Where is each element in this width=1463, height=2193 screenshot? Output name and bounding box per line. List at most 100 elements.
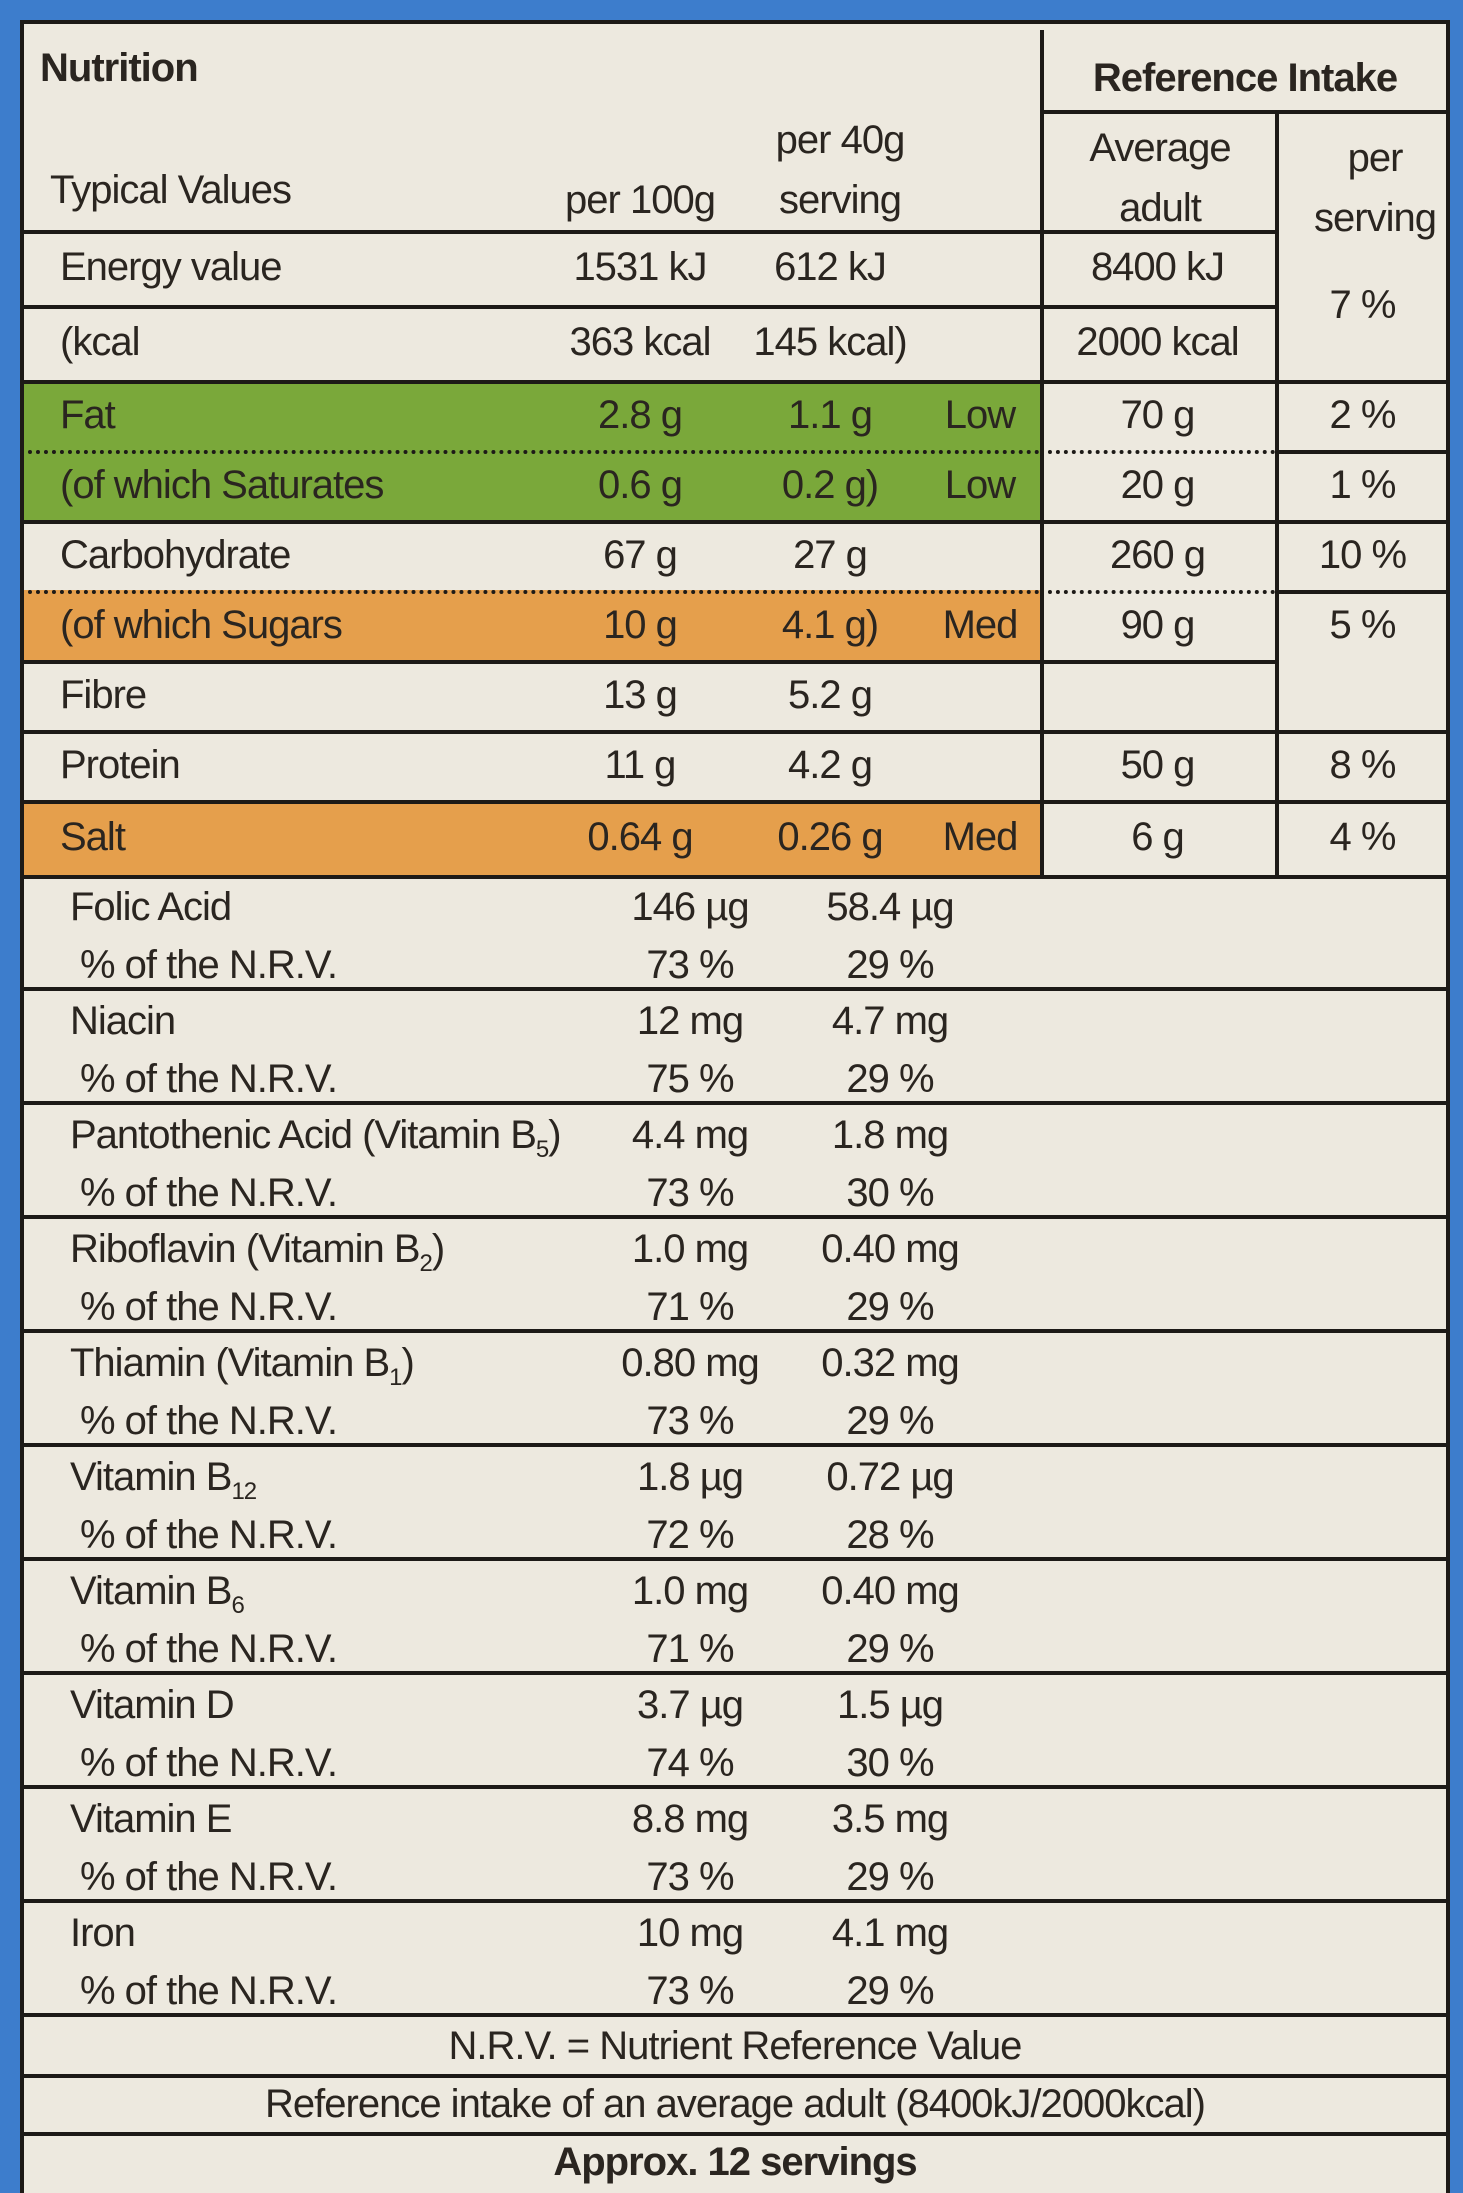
nrv-label: % of the N.R.V. bbox=[80, 1969, 338, 2013]
nrv-per-serving: 29 % bbox=[846, 1399, 934, 1443]
per-100g: 10 g bbox=[603, 603, 678, 647]
rule bbox=[20, 987, 1450, 991]
subscript: 12 bbox=[231, 1478, 257, 1505]
traffic-light-band bbox=[20, 450, 1040, 520]
rule bbox=[1446, 20, 1450, 2193]
per-100g: 10 mg bbox=[636, 1911, 744, 1955]
subscript: 6 bbox=[231, 1592, 244, 1619]
column-head: per 100g bbox=[565, 178, 716, 222]
rule bbox=[1040, 230, 1275, 234]
rule bbox=[1275, 800, 1450, 804]
rule bbox=[1275, 520, 1450, 524]
rule bbox=[20, 660, 1040, 664]
nrv-per-100g: 73 % bbox=[646, 1969, 734, 2013]
rule bbox=[20, 1557, 1450, 1561]
per-100g: 13 g bbox=[603, 673, 678, 717]
traffic-light-band bbox=[20, 590, 1040, 660]
rule bbox=[1040, 800, 1275, 804]
reference-intake: 6 g bbox=[1131, 815, 1185, 859]
reference-intake: 2000 kcal bbox=[1076, 320, 1239, 364]
traffic-light-band bbox=[20, 380, 1040, 450]
subscript: 1 bbox=[389, 1364, 402, 1391]
column-head: Average adult bbox=[1089, 126, 1231, 230]
per-serving: 4.1 g) bbox=[781, 603, 879, 647]
rule bbox=[1040, 660, 1275, 664]
reference-intake: 260 g bbox=[1109, 533, 1206, 577]
per-100g: 0.6 g bbox=[598, 463, 683, 507]
per-100g: 1.0 mg bbox=[631, 1569, 749, 1613]
rule bbox=[20, 305, 1040, 309]
nrv-label: % of the N.R.V. bbox=[80, 1171, 338, 1215]
vitamin-name: Vitamin D bbox=[70, 1677, 235, 1733]
rule bbox=[20, 875, 1450, 879]
rule bbox=[20, 1329, 1450, 1333]
level: Low bbox=[944, 393, 1016, 437]
rule bbox=[20, 1101, 1450, 1105]
per-serving: 0.32 mg bbox=[821, 1341, 960, 1385]
per-serving: 1.1 g bbox=[788, 393, 873, 437]
per-100g: 4.4 mg bbox=[631, 1113, 749, 1157]
per-100g: 363 kcal bbox=[569, 320, 712, 364]
vitamin-name-part: Folic Acid bbox=[70, 885, 232, 929]
nutrient-label: (of which Sugars bbox=[60, 603, 343, 647]
reference-intake: 8400 kJ bbox=[1090, 245, 1225, 289]
per-serving: 1.8 mg bbox=[831, 1113, 949, 1157]
subscript: 5 bbox=[535, 1136, 549, 1163]
vitamin-name: Folic Acid bbox=[70, 879, 232, 935]
nrv-per-100g: 74 % bbox=[646, 1741, 734, 1785]
vitamin-name-part: Vitamin B bbox=[70, 1569, 232, 1613]
rule bbox=[20, 1899, 1450, 1903]
vitamin-name: Niacin bbox=[70, 993, 176, 1049]
nutrient-label: Salt bbox=[60, 815, 126, 859]
vitamin-name-part: Iron bbox=[70, 1911, 136, 1955]
nutrient-label: Carbohydrate bbox=[60, 533, 291, 577]
vitamin-name-part: Vitamin E bbox=[70, 1797, 232, 1841]
nrv-per-100g: 71 % bbox=[646, 1627, 734, 1671]
ri-percent: 4 % bbox=[1329, 815, 1397, 859]
reference-intake: 70 g bbox=[1120, 393, 1196, 437]
vitamin-name: Pantothenic Acid (Vitamin B5) bbox=[70, 1107, 562, 1178]
nrv-per-serving: 29 % bbox=[846, 1627, 934, 1671]
nutrient-label: Fibre bbox=[60, 673, 147, 717]
vitamin-name-part: Niacin bbox=[70, 999, 176, 1043]
rule bbox=[20, 380, 1040, 384]
level: Med bbox=[942, 815, 1019, 859]
vitamin-name-part: Thiamin (Vitamin B bbox=[70, 1341, 390, 1385]
ri-percent: 2 % bbox=[1329, 393, 1397, 437]
nutrient-label: Energy value bbox=[60, 245, 282, 289]
rule bbox=[20, 520, 1040, 524]
nrv-per-100g: 72 % bbox=[646, 1513, 734, 1557]
per-serving: 27 g bbox=[793, 533, 868, 577]
per-100g: 3.7 µg bbox=[636, 1683, 744, 1727]
reference-intake: 50 g bbox=[1120, 743, 1196, 787]
rule bbox=[1040, 305, 1275, 309]
nrv-per-serving: 29 % bbox=[846, 1969, 934, 2013]
rule bbox=[1040, 110, 1450, 114]
traffic-light-band bbox=[20, 800, 1040, 875]
rule bbox=[1040, 520, 1275, 524]
per-serving: 0.40 mg bbox=[821, 1569, 960, 1613]
nrv-label: % of the N.R.V. bbox=[80, 1855, 338, 1899]
nrv-per-serving: 28 % bbox=[846, 1513, 934, 1557]
level: Med bbox=[942, 603, 1019, 647]
per-serving: 3.5 mg bbox=[831, 1797, 949, 1841]
per-100g: 11 g bbox=[604, 743, 677, 787]
column-head: Typical Values bbox=[50, 168, 292, 212]
vitamin-name: Vitamin E bbox=[70, 1791, 232, 1847]
rule bbox=[20, 2074, 1450, 2078]
reference-intake: 90 g bbox=[1120, 603, 1196, 647]
per-serving: 58.4 µg bbox=[826, 885, 954, 929]
per-100g: 1531 kJ bbox=[573, 245, 707, 289]
column-head: per 40g serving bbox=[775, 118, 906, 222]
rule bbox=[1275, 110, 1279, 875]
rule bbox=[20, 1215, 1450, 1219]
nrv-label: % of the N.R.V. bbox=[80, 943, 338, 987]
per-serving: 0.40 mg bbox=[821, 1227, 960, 1271]
rule bbox=[20, 2013, 1450, 2017]
vitamin-name-part: ) bbox=[548, 1113, 561, 1157]
vitamin-name-part: Vitamin B bbox=[70, 1455, 232, 1499]
nrv-label: % of the N.R.V. bbox=[80, 1399, 338, 1443]
per-serving: 4.7 mg bbox=[831, 999, 949, 1043]
nrv-per-100g: 73 % bbox=[646, 1171, 734, 1215]
